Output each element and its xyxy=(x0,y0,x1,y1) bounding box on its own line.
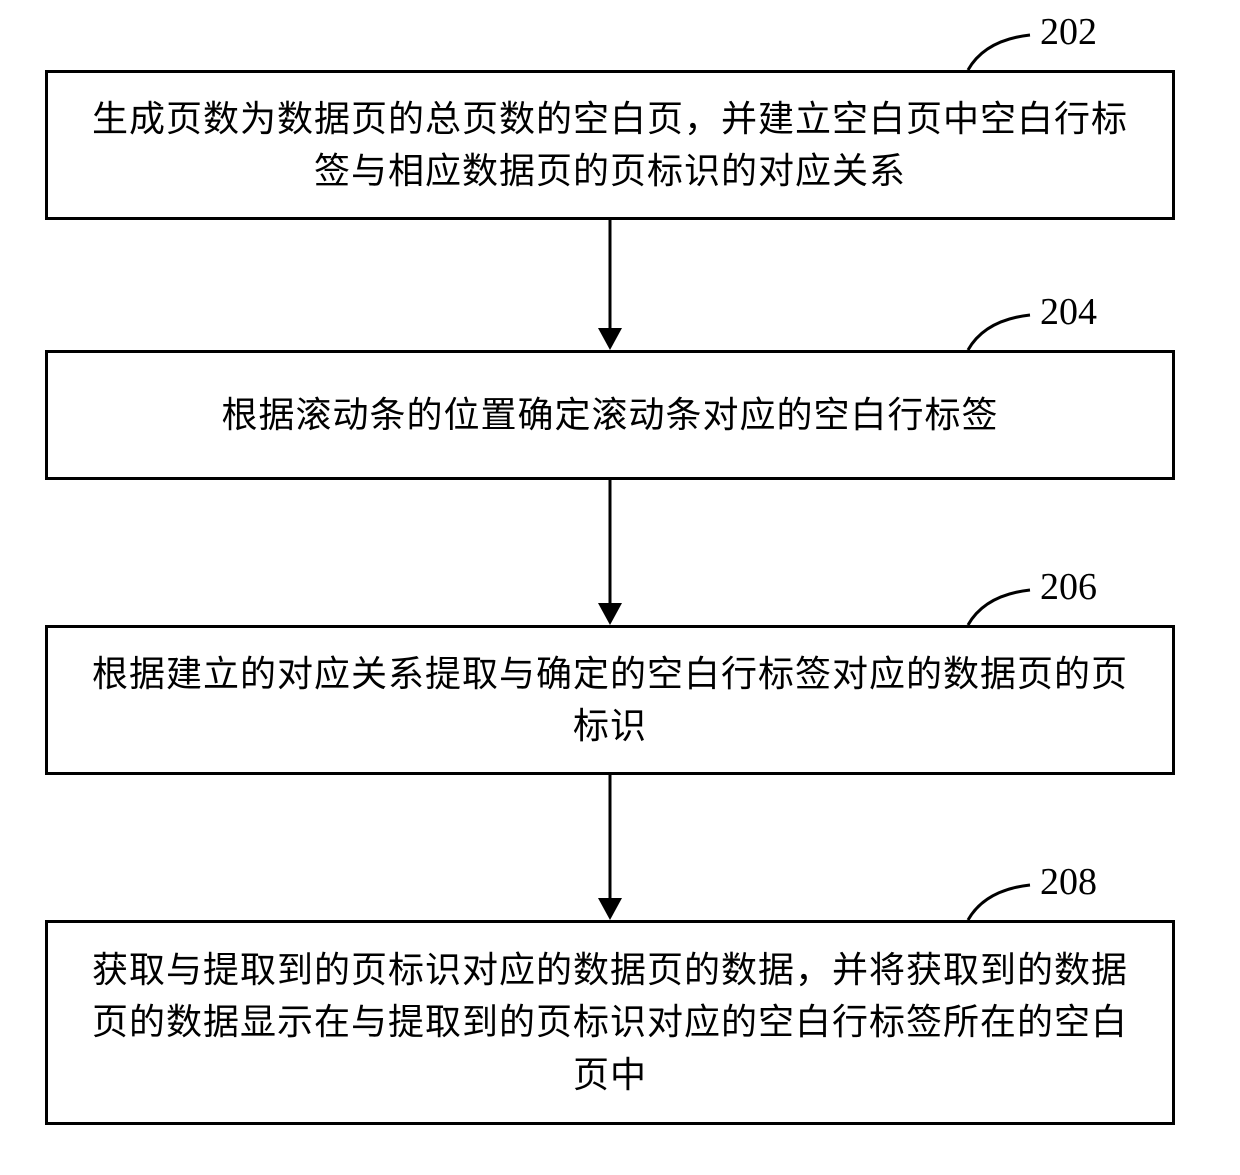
flowchart-canvas: 202 生成页数为数据页的总页数的空白页，并建立空白页中空白行标签与相应数据页的… xyxy=(0,0,1240,1175)
step-box-208: 获取与提取到的页标识对应的数据页的数据，并将获取到的数据页的数据显示在与提取到的… xyxy=(45,920,1175,1125)
step-text-208: 获取与提取到的页标识对应的数据页的数据，并将获取到的数据页的数据显示在与提取到的… xyxy=(78,944,1142,1101)
leader-208 xyxy=(0,0,1240,1000)
